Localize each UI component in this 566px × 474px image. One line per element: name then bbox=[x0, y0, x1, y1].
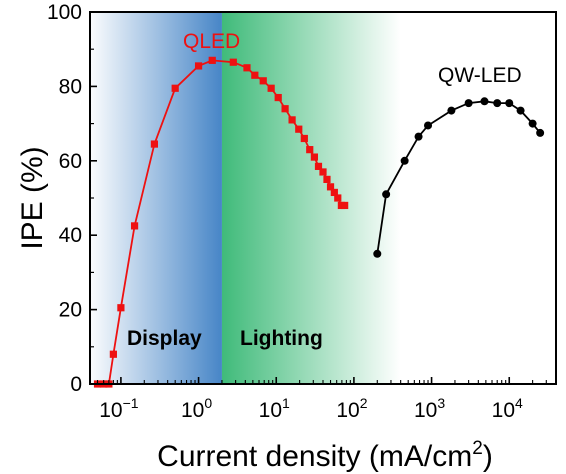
data-point bbox=[109, 350, 117, 358]
data-point bbox=[373, 249, 382, 258]
data-point bbox=[528, 119, 537, 128]
data-point bbox=[251, 71, 259, 79]
data-point bbox=[414, 132, 423, 141]
series-line-qw-led bbox=[376, 100, 541, 254]
x-tick-label-base: 10 bbox=[414, 399, 437, 422]
data-point bbox=[194, 62, 203, 70]
x-axis-title-sup: 2 bbox=[472, 438, 483, 459]
data-point bbox=[447, 106, 456, 115]
x-tick-label: 103 bbox=[414, 395, 445, 422]
data-point bbox=[243, 64, 251, 72]
x-tick-label: 10−1 bbox=[99, 395, 139, 422]
data-point bbox=[117, 304, 125, 312]
x-tick-label-base: 10 bbox=[336, 399, 359, 422]
data-point bbox=[319, 168, 327, 176]
data-point bbox=[306, 146, 314, 154]
y-tick-label: 0 bbox=[70, 373, 82, 396]
series-label-qled: QLED bbox=[183, 30, 240, 53]
x-tick-label-exp: 1 bbox=[282, 395, 290, 411]
x-tick-label-base: 10 bbox=[99, 399, 122, 422]
data-point bbox=[505, 99, 514, 108]
data-point bbox=[150, 140, 159, 148]
data-point bbox=[516, 106, 525, 115]
data-point bbox=[464, 99, 473, 108]
series-markers bbox=[93, 56, 545, 388]
y-tick-label: 80 bbox=[59, 75, 82, 98]
x-tick-label: 102 bbox=[336, 395, 367, 422]
region-label-lighting: Lighting bbox=[240, 327, 323, 350]
data-point bbox=[536, 128, 545, 137]
x-tick-label-exp: 0 bbox=[204, 395, 212, 411]
x-axis-title: Current density (mA/cm2) bbox=[157, 438, 493, 473]
data-point bbox=[281, 105, 289, 113]
x-tick-label-exp: 4 bbox=[515, 395, 523, 411]
data-point bbox=[288, 116, 296, 124]
data-point bbox=[330, 188, 338, 197]
data-point bbox=[171, 84, 179, 92]
x-tick-label: 101 bbox=[259, 395, 290, 422]
x-axis-title-close: ) bbox=[483, 440, 493, 473]
region-display bbox=[90, 12, 222, 384]
y-tick-label: 40 bbox=[59, 224, 82, 247]
axis-ticks bbox=[90, 11, 547, 385]
data-point bbox=[267, 84, 275, 92]
data-point bbox=[310, 153, 319, 161]
chart-labels: QLED QW-LED Display Lighting IPE (%) Cur… bbox=[16, 30, 522, 473]
x-axis-title-main: Current density (mA/cm bbox=[157, 440, 472, 473]
data-point bbox=[274, 93, 282, 102]
series-label-qw-led: QW-LED bbox=[438, 64, 522, 87]
data-point bbox=[208, 56, 216, 64]
y-tick-label: 60 bbox=[59, 150, 82, 173]
y-tick-label: 20 bbox=[59, 299, 82, 322]
data-point bbox=[382, 190, 391, 199]
data-point bbox=[300, 134, 308, 143]
data-point bbox=[326, 183, 335, 191]
data-point bbox=[130, 222, 139, 230]
data-point bbox=[323, 175, 331, 183]
data-point bbox=[295, 125, 303, 133]
x-tick-label-exp: −1 bbox=[123, 395, 139, 411]
x-tick-label-exp: 3 bbox=[437, 395, 445, 411]
x-tick-label-exp: 2 bbox=[360, 395, 368, 411]
x-tick-label-base: 10 bbox=[259, 399, 282, 422]
data-point bbox=[259, 77, 267, 85]
data-point bbox=[229, 58, 237, 66]
x-tick-label: 104 bbox=[492, 395, 523, 422]
data-point bbox=[480, 97, 489, 106]
x-tick-label: 100 bbox=[181, 395, 212, 422]
data-point bbox=[493, 99, 502, 108]
x-tick-label-base: 10 bbox=[181, 399, 204, 422]
data-point bbox=[341, 201, 349, 210]
data-point bbox=[334, 194, 342, 202]
y-tick-label: 100 bbox=[47, 1, 82, 24]
x-tick-label-base: 10 bbox=[492, 399, 515, 422]
region-label-display: Display bbox=[127, 327, 202, 350]
y-axis-title: IPE (%) bbox=[16, 146, 49, 249]
data-point bbox=[314, 162, 323, 170]
data-point bbox=[400, 156, 409, 165]
data-point bbox=[424, 121, 433, 130]
